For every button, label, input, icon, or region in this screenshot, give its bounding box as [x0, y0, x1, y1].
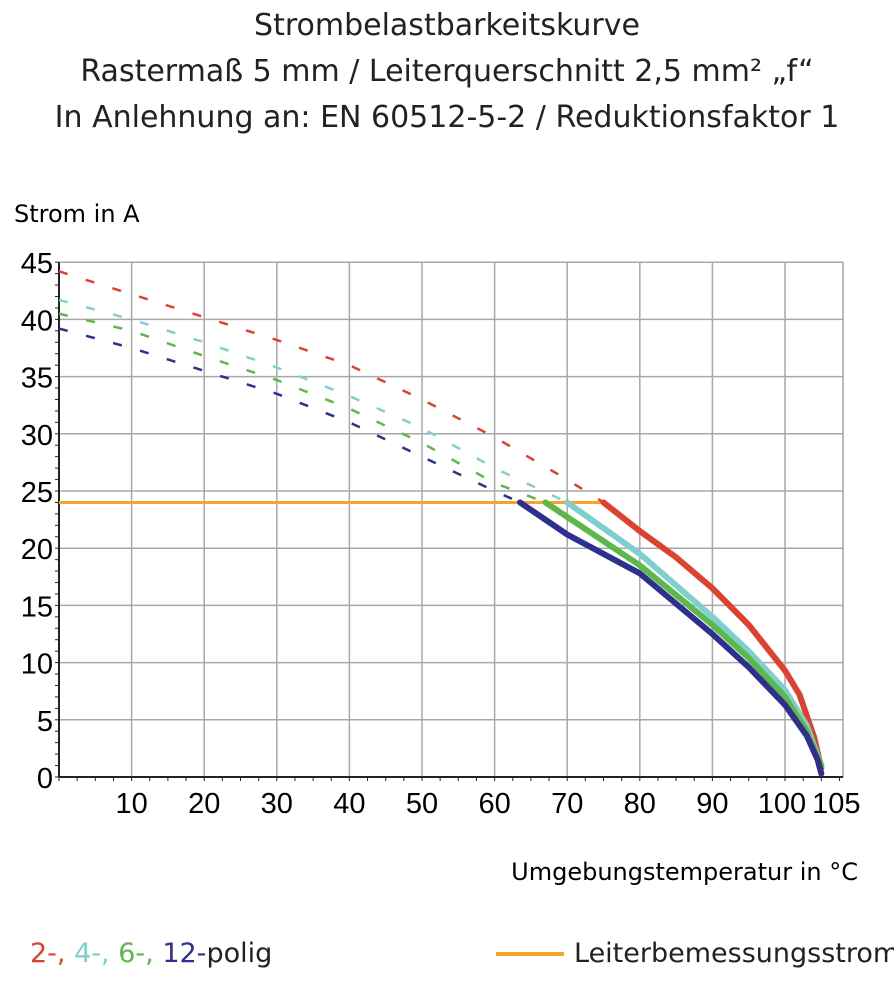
x-tick-label: 90 — [696, 788, 728, 820]
x-tick-label: 20 — [188, 788, 220, 820]
legend-rated-current: Leiterbemessungsstrom — [496, 938, 894, 969]
series-solid-0 — [600, 499, 825, 771]
legend-suffix: polig — [206, 938, 273, 969]
series-solid-3 — [517, 499, 825, 777]
y-tick-label: 25 — [21, 477, 53, 509]
legend-series: 2-, 4-, 6-, 12-polig — [30, 938, 272, 969]
x-tick-label: 50 — [406, 788, 438, 820]
y-tick-label: 35 — [21, 363, 53, 395]
y-tick-label: 10 — [21, 649, 53, 681]
x-axis-label: Umgebungstemperatur in °C — [511, 858, 858, 886]
series-dashed-0 — [58, 270, 605, 504]
y-tick-label: 45 — [21, 248, 53, 280]
y-tick-label: 15 — [21, 591, 53, 623]
legend-rated-current-swatch — [496, 951, 564, 956]
legend-rated-current-label: Leiterbemessungsstrom — [574, 938, 894, 969]
x-tick-label: 40 — [333, 788, 365, 820]
chart-title: Strombelastbarkeitskurve — [254, 8, 640, 43]
legend-12-polig: 12- — [162, 938, 207, 969]
y-tick-label: 0 — [37, 763, 53, 795]
y-tick-label: 40 — [21, 305, 53, 337]
y-tick-label: 30 — [21, 420, 53, 452]
x-tick-label: 60 — [478, 788, 510, 820]
y-tick-label: 20 — [21, 534, 53, 566]
series-dashed-3 — [58, 327, 521, 504]
y-axis-label: Strom in A — [14, 200, 140, 228]
chart-subtitle: Rastermaß 5 mm / Leiterquerschnitt 2,5 m… — [80, 54, 814, 89]
x-tick-label: 10 — [115, 788, 147, 820]
series-dashed-2 — [58, 312, 546, 504]
x-tick-label: 70 — [551, 788, 583, 820]
series-solid-1 — [564, 499, 825, 769]
x-tick-label: 80 — [624, 788, 656, 820]
legend-6-polig: 6-, — [118, 938, 154, 969]
y-tick-label: 5 — [37, 706, 53, 738]
legend-4-polig: 4-, — [74, 938, 110, 969]
x-tick-label: 100 — [758, 788, 806, 820]
legend-2-polig: 2-, — [30, 938, 66, 969]
x-tick-label: 30 — [261, 788, 293, 820]
series-dashed-1 — [58, 298, 568, 504]
chart-subtitle-2: In Anlehnung an: EN 60512-5-2 / Reduktio… — [54, 100, 840, 135]
x-tick-label: 105 — [812, 788, 860, 820]
